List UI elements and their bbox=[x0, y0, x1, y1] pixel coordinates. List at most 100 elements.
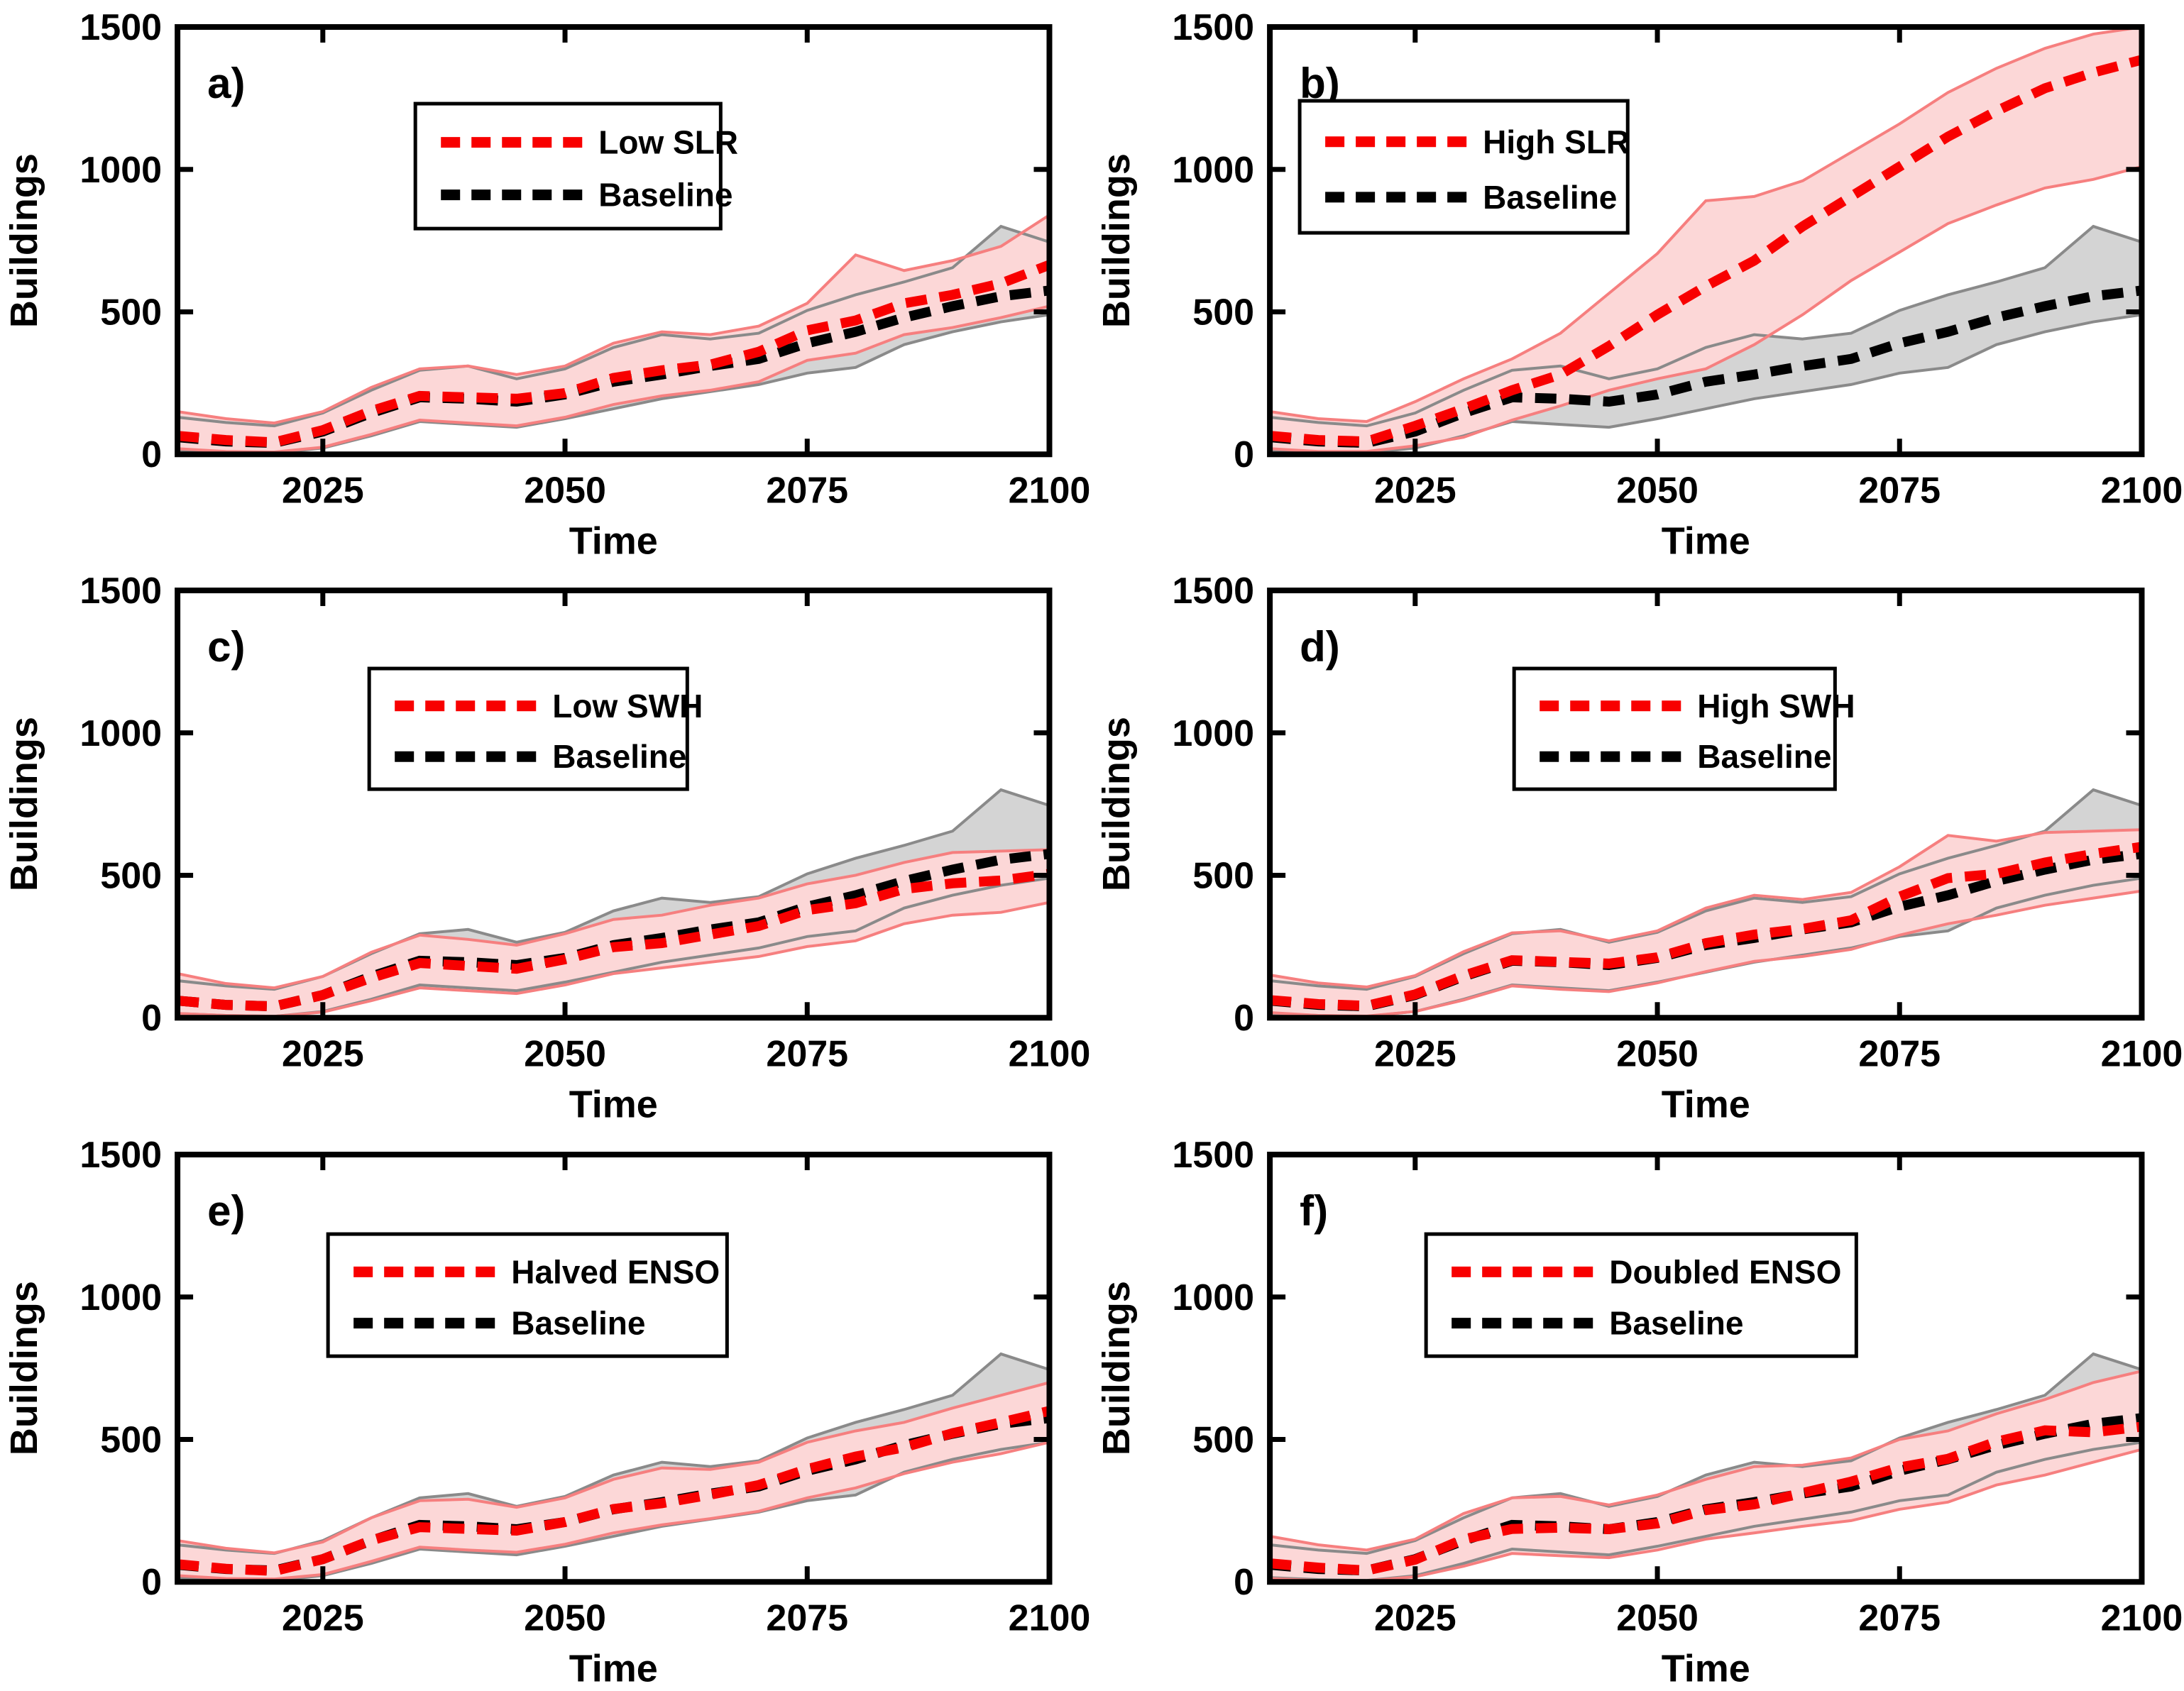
y-tick-label: 1500 bbox=[79, 7, 162, 48]
y-axis-label: Buildings bbox=[3, 1281, 45, 1455]
x-tick-label: 2075 bbox=[766, 470, 848, 511]
legend-baseline-label: Baseline bbox=[598, 177, 732, 214]
x-tick-label: 2075 bbox=[1858, 470, 1941, 511]
x-axis-label: Time bbox=[1661, 1084, 1750, 1126]
axes: 2025 2050 2075 2100 0 500 1000 1500 bbox=[1172, 7, 2183, 511]
y-tick-label: 500 bbox=[1192, 1419, 1254, 1460]
legend-box bbox=[1297, 99, 1630, 235]
panel-f-chart: 2025 2050 2075 2100 0 500 1000 1500 Time Building… bbox=[1092, 1127, 2184, 1691]
panel-c: 2025 2050 2075 2100 0 500 1000 1500 Time Building… bbox=[0, 563, 1092, 1128]
panel-f: 2025 2050 2075 2100 0 500 1000 1500 Time Building… bbox=[1092, 1127, 2184, 1691]
panel-letter: f) bbox=[1300, 1187, 1328, 1235]
y-tick-label: 1000 bbox=[79, 1277, 162, 1318]
x-axis-label: Time bbox=[569, 519, 658, 562]
y-axis-label: Buildings bbox=[3, 153, 45, 328]
x-tick-label: 2100 bbox=[2100, 470, 2183, 511]
y-tick-label: 1000 bbox=[1172, 150, 1254, 191]
scenario-band-edge bbox=[177, 213, 1050, 454]
y-tick-label: 1000 bbox=[79, 713, 162, 754]
x-tick-label: 2025 bbox=[1373, 470, 1456, 511]
panel-letter: c) bbox=[207, 623, 245, 671]
x-axis-label: Time bbox=[1661, 519, 1750, 562]
panel-e-chart: 2025 2050 2075 2100 0 500 1000 1500 Time Building… bbox=[0, 1127, 1092, 1691]
legend: High SWH Baseline bbox=[1512, 666, 1855, 791]
plot-area bbox=[177, 788, 1050, 1018]
legend-scenario-label: Halved ENSO bbox=[511, 1253, 720, 1290]
x-tick-label: 2075 bbox=[766, 1034, 848, 1075]
x-tick-label: 2050 bbox=[524, 1597, 606, 1638]
x-tick-label: 2050 bbox=[524, 1034, 606, 1075]
panel-letter: d) bbox=[1300, 623, 1340, 671]
y-tick-label: 0 bbox=[1234, 434, 1254, 475]
scenario-line bbox=[1269, 55, 2141, 447]
y-axis-label: Buildings bbox=[3, 717, 45, 891]
panel-d: 2025 2050 2075 2100 0 500 1000 1500 Time Building… bbox=[1092, 563, 2184, 1128]
scenario-line bbox=[177, 869, 1050, 1012]
axes: 2025 2050 2075 2100 0 500 1000 1500 bbox=[79, 1135, 1090, 1638]
scenario-confidence-band bbox=[177, 215, 1050, 453]
plot-area bbox=[1269, 1352, 2141, 1582]
y-tick-label: 0 bbox=[1234, 998, 1254, 1040]
panel-b-chart: 2025 2050 2075 2100 0 500 1000 1500 Time Building… bbox=[1092, 0, 2184, 564]
x-tick-label: 2050 bbox=[1616, 470, 1699, 511]
y-tick-label: 500 bbox=[1192, 856, 1254, 897]
legend: High SLR Baseline bbox=[1297, 99, 1630, 235]
scenario-band-edge bbox=[1269, 828, 2141, 1018]
y-tick-label: 1500 bbox=[1172, 1135, 1254, 1176]
x-tick-label: 2075 bbox=[1858, 1597, 1941, 1638]
panel-a-chart: 2025 2050 2075 2100 0 500 1000 1500 Time Building… bbox=[0, 0, 1092, 564]
y-tick-label: 1500 bbox=[79, 571, 162, 612]
legend-box bbox=[367, 666, 689, 791]
scenario-band-edge bbox=[177, 848, 1050, 1018]
scenario-band-edge bbox=[177, 1380, 1050, 1580]
scenario-line bbox=[1269, 842, 2141, 1011]
y-tick-label: 1000 bbox=[79, 150, 162, 191]
legend-baseline-label: Baseline bbox=[1609, 1304, 1743, 1341]
scenario-line bbox=[177, 260, 1050, 448]
x-tick-label: 2075 bbox=[1858, 1034, 1941, 1075]
baseline-band-edge bbox=[177, 1352, 1050, 1582]
y-axis-label: Buildings bbox=[1095, 153, 1138, 328]
panel-c-chart: 2025 2050 2075 2100 0 500 1000 1500 Time Building… bbox=[0, 563, 1092, 1128]
legend: Low SWH Baseline bbox=[367, 666, 703, 791]
panel-letter: a) bbox=[207, 60, 245, 107]
x-tick-label: 2100 bbox=[1009, 470, 1091, 511]
x-tick-label: 2025 bbox=[1373, 1597, 1456, 1638]
axes: 2025 2050 2075 2100 0 500 1000 1500 bbox=[1172, 571, 2183, 1074]
plot-area bbox=[1269, 788, 2141, 1018]
axes: 2025 2050 2075 2100 0 500 1000 1500 bbox=[79, 7, 1090, 511]
legend-scenario-label: Doubled ENSO bbox=[1609, 1253, 1841, 1290]
plot-area bbox=[177, 1352, 1050, 1582]
x-tick-label: 2100 bbox=[1009, 1597, 1091, 1638]
plot-area bbox=[1269, 27, 2141, 455]
legend-box bbox=[413, 101, 723, 231]
y-tick-label: 0 bbox=[141, 434, 162, 475]
y-tick-label: 1000 bbox=[1172, 1277, 1254, 1318]
scenario-line bbox=[1269, 1421, 2141, 1575]
legend-baseline-label: Baseline bbox=[552, 739, 686, 776]
y-tick-label: 0 bbox=[141, 998, 162, 1040]
scenario-line bbox=[177, 1406, 1050, 1576]
x-tick-label: 2025 bbox=[1373, 1034, 1456, 1075]
x-tick-label: 2025 bbox=[282, 1034, 364, 1075]
axes: 2025 2050 2075 2100 0 500 1000 1500 bbox=[1172, 1135, 2183, 1638]
x-axis-label: Time bbox=[569, 1084, 658, 1126]
x-tick-label: 2025 bbox=[282, 1597, 364, 1638]
legend-baseline-label: Baseline bbox=[1483, 179, 1617, 216]
legend-baseline-label: Baseline bbox=[1697, 739, 1831, 776]
y-tick-label: 1500 bbox=[1172, 571, 1254, 612]
y-tick-label: 500 bbox=[100, 292, 162, 334]
axes-box bbox=[175, 588, 1053, 1021]
legend: Doubled ENSO Baseline bbox=[1424, 1232, 1858, 1358]
scenario-band-edge bbox=[1269, 1369, 2141, 1582]
axes-box bbox=[1266, 588, 2144, 1021]
legend-box bbox=[1424, 1232, 1858, 1358]
axes: 2025 2050 2075 2100 0 500 1000 1500 bbox=[79, 571, 1090, 1074]
y-tick-label: 0 bbox=[141, 1562, 162, 1603]
scenario-band-edge bbox=[1269, 27, 2141, 453]
x-tick-label: 2100 bbox=[1009, 1034, 1091, 1075]
baseline-band-edge bbox=[177, 788, 1050, 1018]
legend-scenario-label: Low SLR bbox=[598, 124, 738, 161]
y-tick-label: 500 bbox=[100, 856, 162, 897]
